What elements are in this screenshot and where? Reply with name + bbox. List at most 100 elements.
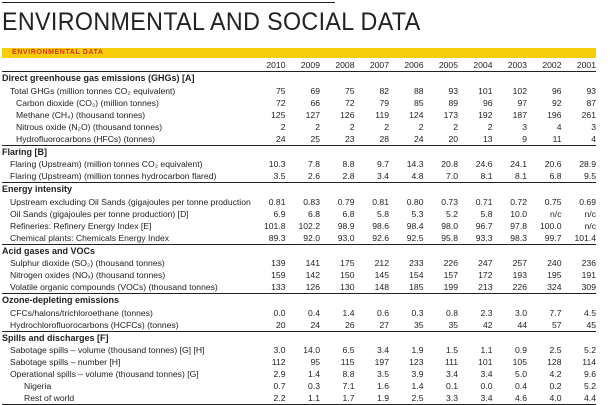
- cell-value: 85: [413, 97, 424, 108]
- cell-value: 197: [374, 357, 389, 367]
- cell-value: 4.4: [561, 392, 596, 405]
- cell-value: n/c: [584, 220, 596, 231]
- cell-value: 1.4: [308, 369, 320, 379]
- cell-value: 1.5: [446, 345, 458, 355]
- cell-value: 9.6: [584, 369, 596, 379]
- table-row: Refineries: Refinery Energy Index [E] 101…: [2, 220, 596, 232]
- cell-value: 8.1: [458, 170, 493, 183]
- cell-value: 185: [389, 281, 424, 294]
- cell-value: 75: [344, 85, 355, 96]
- cell-value: 24: [285, 318, 320, 332]
- cell-value: 0.79: [337, 196, 355, 207]
- table-row: Nitrogen oxides (NOₓ) (thousand tonnes) 1…: [2, 269, 596, 281]
- cell-value: 115: [340, 357, 355, 367]
- cell-value: 196: [547, 109, 562, 120]
- cell-value: 24.1: [510, 159, 527, 169]
- cell-value: 8.1: [492, 170, 527, 183]
- cell-value: 3.4: [354, 170, 389, 183]
- cell-value: 7.1: [342, 381, 355, 391]
- cell-value: 20: [251, 318, 286, 332]
- table-row: Sabotage spills – number [H] 112 95 115 197 1…: [2, 356, 596, 368]
- cell-value: 44: [492, 318, 527, 332]
- cell-value: 3: [522, 121, 527, 132]
- cell-value: 9.5: [561, 170, 596, 183]
- year-header: 2009: [285, 59, 320, 72]
- section-heading: Acid gases and VOCs: [2, 245, 96, 256]
- cell-value: 4.6: [492, 392, 527, 405]
- cell-value: 87: [586, 97, 596, 108]
- cell-value: 257: [512, 258, 527, 268]
- cell-value: 5.3: [411, 208, 424, 219]
- section-heading: Flaring [B]: [2, 146, 47, 157]
- cell-value: 1.9: [354, 392, 389, 405]
- cell-value: 93.0: [320, 231, 355, 245]
- cell-value: 26: [320, 318, 355, 332]
- cell-value: 199: [423, 281, 458, 294]
- cell-value: 93.3: [458, 231, 493, 245]
- section-heading: Energy intensity: [2, 184, 73, 195]
- cell-value: 2.5: [389, 392, 424, 405]
- cell-value: 9.7: [377, 159, 389, 169]
- cell-value: 126: [340, 109, 355, 120]
- table-row: Rest of world 2.2 1.1 1.7 1.9 2.5 3.3 3.4 4.6 4.0…: [2, 392, 596, 405]
- cell-value: 28.9: [579, 159, 596, 169]
- cell-value: n/c: [584, 208, 596, 219]
- section-heading-row: Energy intensity: [2, 183, 596, 196]
- cell-value: 88: [413, 85, 424, 96]
- cell-value: 240: [547, 258, 562, 268]
- cell-value: 101.4: [561, 231, 596, 245]
- table-row: Chemical plants: Chemicals Energy Index 8…: [2, 231, 596, 245]
- cell-value: 98.4: [406, 220, 424, 231]
- cell-value: 105: [512, 357, 527, 367]
- row-label: Upstream excluding Oil Sands (gigajoules…: [10, 196, 251, 207]
- cell-value: 3.4: [446, 369, 458, 379]
- cell-value: 24: [251, 132, 286, 146]
- cell-value: 10.3: [268, 159, 286, 169]
- cell-value: 123: [409, 357, 424, 367]
- section-bar-label: ENVIRONMENTAL DATA: [12, 49, 104, 56]
- table-row: Nigeria 0.7 0.3 7.1 1.6 1.4 0.1 0.0 0.4 0.2 5.2: [2, 380, 596, 392]
- cell-value: 139: [271, 258, 286, 268]
- row-label: Nitrous oxide (N₂O) (thousand tonnes): [16, 121, 163, 132]
- cell-value: 96: [551, 85, 562, 96]
- cell-value: 0.3: [308, 381, 320, 391]
- cell-value: 0.6: [377, 307, 389, 318]
- header-spacer: [2, 59, 251, 72]
- cell-value: 3.4: [480, 369, 493, 379]
- cell-value: 45: [561, 318, 596, 332]
- cell-value: 98.6: [372, 220, 389, 231]
- cell-value: 128: [547, 357, 562, 367]
- cell-value: 2.2: [251, 392, 286, 405]
- section-heading: Direct greenhouse gas emissions (GHGs) […: [2, 73, 195, 84]
- cell-value: 261: [581, 109, 596, 120]
- cell-value: 4: [561, 132, 596, 146]
- cell-value: 141: [305, 258, 320, 268]
- row-label: Refineries: Refinery Energy Index [E]: [10, 220, 152, 231]
- section-heading-row: Acid gases and VOCs: [2, 244, 596, 257]
- cell-value: 0.0: [480, 381, 493, 391]
- cell-value: 6.8: [308, 208, 320, 219]
- cell-value: 0.75: [544, 196, 562, 207]
- cell-value: 92.0: [285, 231, 320, 245]
- year-header-row: 2010 2009 2008 2007 2006 2005 2004 2003 2002 2001: [2, 59, 596, 72]
- cell-value: 0.1: [446, 381, 458, 391]
- table-row: CFCs/halons/trichloroethane (tonnes) 0.0 0…: [2, 307, 596, 319]
- cell-value: 24: [389, 132, 424, 146]
- cell-value: 1.4: [411, 381, 424, 391]
- cell-value: 2: [453, 121, 458, 132]
- cell-value: 3.5: [251, 170, 286, 183]
- cell-value: 145: [374, 270, 389, 280]
- cell-value: 2: [384, 121, 389, 132]
- cell-value: 0.71: [475, 196, 493, 207]
- cell-value: 20: [423, 132, 458, 146]
- table-row: Volatile organic compounds (VOCs) (thous…: [2, 281, 596, 294]
- cell-value: 7.7: [549, 307, 562, 318]
- section-heading-row: Direct greenhouse gas emissions (GHGs) […: [2, 72, 596, 85]
- year-header: 2002: [527, 59, 562, 72]
- cell-value: 0.81: [372, 196, 389, 207]
- cell-value: 25: [285, 132, 320, 146]
- cell-value: n/c: [550, 208, 562, 219]
- cell-value: 5.2: [446, 208, 458, 219]
- row-label: Sulphur dioxide (SO₂) (thousand tonnes): [10, 258, 165, 268]
- cell-value: 0.81: [268, 196, 286, 207]
